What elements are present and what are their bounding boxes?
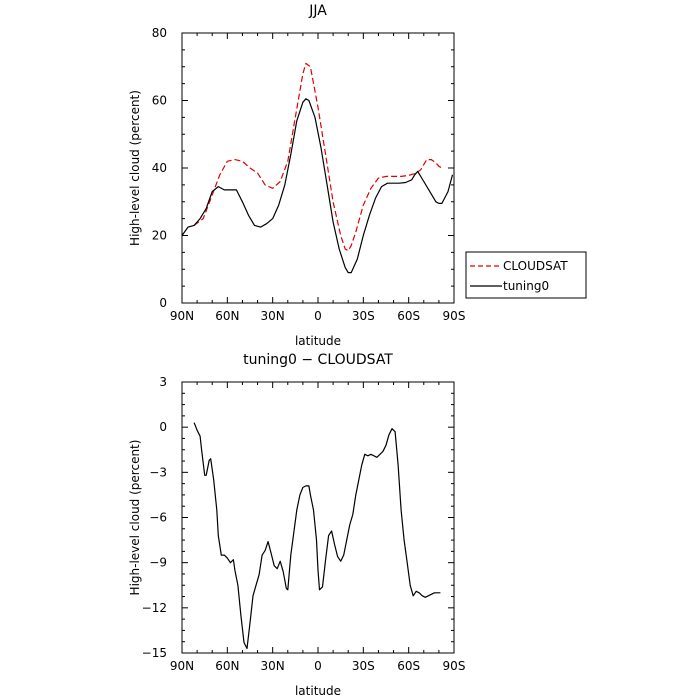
bottom-y-axis-label: High-level cloud (percent) [128,440,142,596]
bottom-x-tick-label: 90N [170,659,194,673]
legend: CLOUDSAT tuning0 [465,251,587,299]
top-x-tick-label: 90S [443,309,466,323]
bottom-x-tick-label: 30S [352,659,375,673]
bottom-y-tick-label: −12 [142,601,167,615]
top-y-tick-label: 80 [152,26,167,40]
top-y-tick-label: 40 [152,161,167,175]
bottom-plot-frame [181,381,455,654]
legend-box [465,251,587,299]
top-x-tick-label: 60S [397,309,420,323]
top-x-tick-label: 30S [352,309,375,323]
bottom-x-tick-label: 60S [397,659,420,673]
top-x-tick-label: 30N [261,309,285,323]
top-y-tick-label: 20 [152,229,167,243]
bottom-plot-area: 90N 60N 30N 0 30S 60S 90S 3 0 −3 −6 −9 −12 −15 [142,375,466,673]
bottom-x-tick-label: 60N [215,659,239,673]
bottom-y-tick-label: 3 [159,375,167,389]
bottom-x-tick-label: 90S [443,659,466,673]
bottom-y-tick-label: −15 [142,646,167,660]
top-series-line-cloudsat [193,62,443,252]
top-y-axis-label: High-level cloud (percent) [128,90,142,246]
top-chart-title: JJA [308,3,327,19]
top-plot-frame [181,32,455,304]
bottom-x-tick-label: 30N [261,659,285,673]
top-y-tick-label: 60 [152,94,167,108]
top-x-tick-label: 0 [314,309,322,323]
legend-label-tuning0: tuning0 [503,279,549,293]
bottom-y-tick-label: 0 [159,420,167,434]
top-x-tick-label: 60N [215,309,239,323]
top-x-axis-label: latitude [295,334,341,348]
bottom-x-axis-label: latitude [295,684,341,698]
bottom-y-tick-label: −9 [149,556,167,570]
bottom-x-tick-label: 0 [314,659,322,673]
bottom-series-line-difference [193,422,441,650]
legend-label-cloudsat: CLOUDSAT [503,259,568,273]
bottom-chart-title: tuning0 − CLOUDSAT [243,352,393,368]
top-x-tick-label: 90N [170,309,194,323]
top-panel: JJA 90N 60N 30N 0 30S 60S 90S 0 20 40 60 80 latitud… [128,3,465,348]
bottom-y-tick-label: −6 [149,511,167,525]
bottom-panel: tuning0 − CLOUDSAT 90N 60N 30N 0 30S 60S 90S 3 0… [128,352,465,698]
top-series-line-tuning0 [181,98,454,274]
top-plot-area: 90N 60N 30N 0 30S 60S 90S 0 20 40 60 80 [152,26,466,323]
top-y-tick-label: 0 [159,296,167,310]
bottom-y-tick-label: −3 [149,465,167,479]
